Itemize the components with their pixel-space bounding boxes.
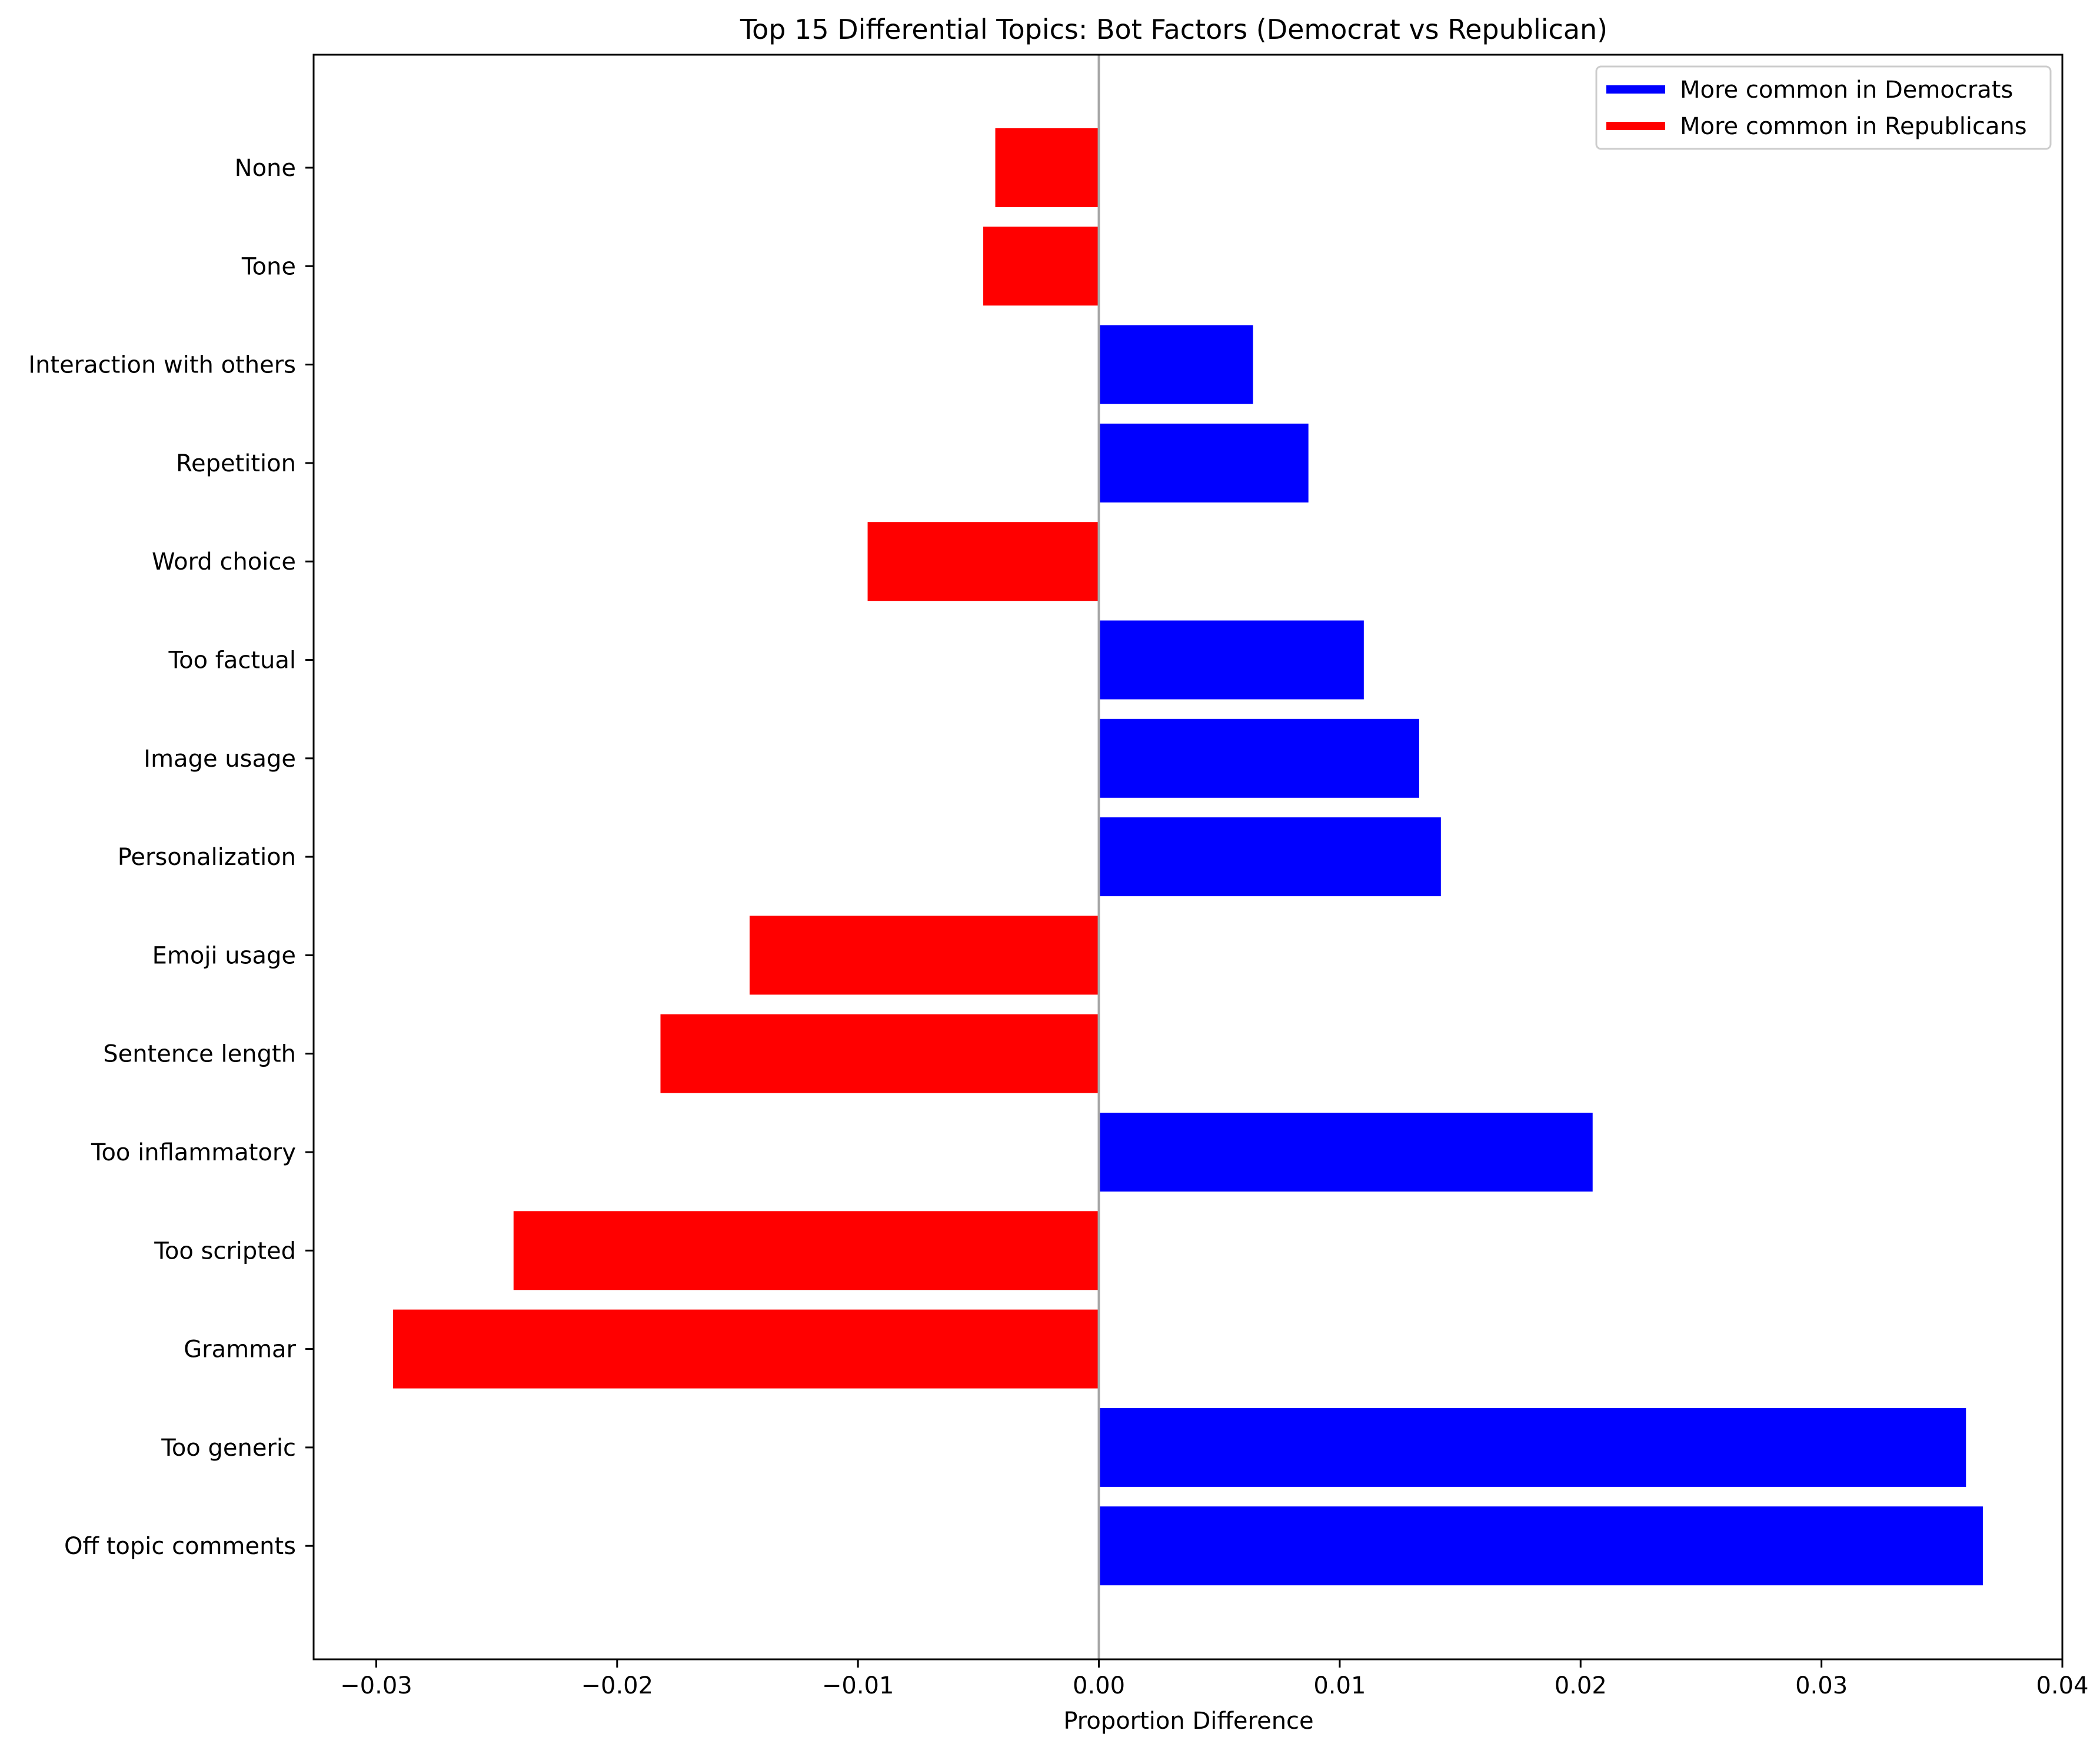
y-tick-label: None <box>235 155 296 182</box>
y-tick-label: Image usage <box>144 746 296 773</box>
bar <box>1099 718 1419 798</box>
bar <box>1099 1113 1593 1192</box>
x-axis: −0.03 −0.02 −0.01 0.00 0.01 0.02 0.03 0.04 <box>340 1659 2089 1699</box>
bar <box>1099 1407 1966 1487</box>
bar <box>660 1014 1099 1093</box>
y-tick-label: Sentence length <box>103 1041 296 1068</box>
x-tick-label: −0.03 <box>340 1672 412 1699</box>
bars-group <box>393 128 1983 1586</box>
x-tick-label: 0.00 <box>1073 1672 1125 1699</box>
bar <box>1099 620 1364 700</box>
y-tick-label: Personalization <box>118 844 296 871</box>
x-tick-label: −0.01 <box>822 1672 894 1699</box>
bar <box>1099 423 1309 503</box>
bar <box>995 128 1099 207</box>
bar <box>1099 1506 1983 1586</box>
y-axis: None Tone Interaction with others Repetitio… <box>28 155 314 1560</box>
x-tick-label: −0.02 <box>581 1672 654 1699</box>
y-tick-label: Tone <box>241 253 296 280</box>
x-axis-label: Proportion Difference <box>1063 1708 1313 1735</box>
y-tick-label: Too generic <box>161 1435 296 1462</box>
legend: More common in Democrats More common in R… <box>1595 65 2052 150</box>
y-tick-label: Word choice <box>152 548 296 575</box>
legend-label: More common in Democrats <box>1680 76 2013 104</box>
x-tick-label: 0.01 <box>1313 1672 1366 1699</box>
y-tick-label: Too factual <box>168 647 296 674</box>
bar <box>1099 325 1253 404</box>
y-tick-label: Emoji usage <box>152 942 296 969</box>
x-tick-label: 0.04 <box>2036 1672 2088 1699</box>
legend-label: More common in Republicans <box>1680 113 2027 140</box>
bar <box>1099 817 1441 897</box>
bar <box>867 522 1099 601</box>
bar <box>513 1211 1099 1290</box>
y-tick-label: Too scripted <box>154 1237 296 1265</box>
x-tick-label: 0.03 <box>1795 1672 1848 1699</box>
y-tick-label: Off topic comments <box>64 1533 296 1560</box>
legend-box <box>1595 65 2052 150</box>
chart-title: Top 15 Differential Topics: Bot Factors … <box>740 14 1608 45</box>
bar <box>749 916 1099 995</box>
x-tick-label: 0.02 <box>1555 1672 1607 1699</box>
y-tick-label: Too inflammatory <box>91 1139 296 1166</box>
bar <box>983 227 1099 306</box>
y-tick-label: Repetition <box>176 450 296 477</box>
bar <box>393 1309 1099 1389</box>
y-tick-label: Grammar <box>184 1336 296 1363</box>
y-tick-label: Interaction with others <box>28 352 296 379</box>
